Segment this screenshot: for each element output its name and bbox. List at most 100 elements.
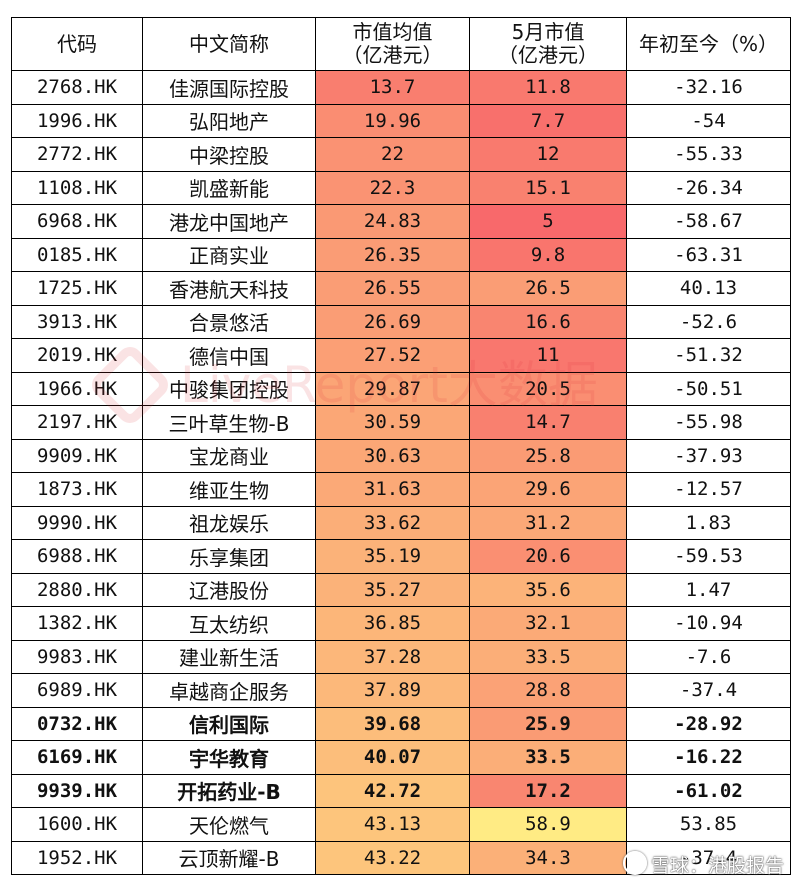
table-row: 6988.HK 乐享集团 35.19 20.6 -59.53 [11,539,791,574]
code-cell: 1108.HK [11,170,143,205]
avg-cap-cell: 30.59 [315,405,470,440]
code-cell: 1996.HK [11,103,143,138]
code-cell: 6968.HK [11,204,143,239]
header-avg-cap-line2: （亿港元） [342,43,443,67]
market-cap-table: 代码 中文简称 市值均值 （亿港元） 5月市值 （亿港元） 年初至今（%） 27… [11,17,791,875]
source-credit-text: 雪球：港股报告 [650,855,784,877]
table-row: 0185.HK 正商实业 26.35 9.8 -63.31 [11,237,791,272]
table-row: 1108.HK 凯盛新能 22.3 15.1 -26.34 [11,170,791,205]
ytd-cell: -37.4 [626,673,791,708]
table-row: 1966.HK 中骏集团控股 29.87 20.5 -50.51 [11,371,791,406]
avg-cap-cell: 19.96 [315,103,470,138]
table-row: 1952.HK 云顶新耀-B 43.22 34.3 -37.4 [11,840,791,875]
ytd-cell: -7.6 [626,639,791,674]
code-cell: 0732.HK [11,706,143,741]
may-cap-cell: 35.6 [469,572,627,607]
name-cell: 德信中国 [142,338,316,373]
code-cell: 2772.HK [11,137,143,172]
avg-cap-cell: 40.07 [315,740,470,775]
avg-cap-cell: 37.89 [315,673,470,708]
name-cell: 香港航天科技 [142,271,316,306]
table-body: 2768.HK 佳源国际控股 13.7 11.8 -32.16 1996.HK 弘阳地产 19… [11,70,791,875]
may-cap-cell: 58.9 [469,807,627,842]
avg-cap-cell: 37.28 [315,639,470,674]
code-cell: 2019.HK [11,338,143,373]
code-cell: 1873.HK [11,472,143,507]
ytd-cell: -12.57 [626,472,791,507]
ytd-cell: -61.02 [626,773,791,808]
header-may-cap-line2: （亿港元） [498,43,598,67]
table-row: 2772.HK 中梁控股 22 12 -55.33 [11,137,791,172]
may-cap-cell: 33.5 [469,639,627,674]
code-cell: 0185.HK [11,237,143,272]
ytd-cell: -26.34 [626,170,791,205]
ytd-cell: -58.67 [626,204,791,239]
code-cell: 9909.HK [11,438,143,473]
name-cell: 中骏集团控股 [142,371,316,406]
may-cap-cell: 16.6 [469,304,627,339]
data-table-container: 代码 中文简称 市值均值 （亿港元） 5月市值 （亿港元） 年初至今（%） 27… [11,17,791,875]
avg-cap-cell: 36.85 [315,606,470,641]
table-row: 1873.HK 维亚生物 31.63 29.6 -12.57 [11,472,791,507]
header-may-cap-line1: 5月市值 [511,20,585,44]
may-cap-cell: 29.6 [469,472,627,507]
may-cap-cell: 11.8 [469,70,627,105]
avg-cap-cell: 22.3 [315,170,470,205]
ytd-cell: -16.22 [626,740,791,775]
avg-cap-cell: 24.83 [315,204,470,239]
name-cell: 中梁控股 [142,137,316,172]
may-cap-cell: 32.1 [469,606,627,641]
name-cell: 正商实业 [142,237,316,272]
header-avg-cap-line1: 市值均值 [352,20,433,44]
avg-cap-cell: 27.52 [315,338,470,373]
avg-cap-cell: 43.13 [315,807,470,842]
code-cell: 9990.HK [11,505,143,540]
name-cell: 互太纺织 [142,606,316,641]
may-cap-cell: 17.2 [469,773,627,808]
header-code: 代码 [11,17,143,71]
header-ytd: 年初至今（%） [626,17,791,71]
ytd-cell: -51.32 [626,338,791,373]
table-row: 2197.HK 三叶草生物-B 30.59 14.7 -55.98 [11,405,791,440]
avg-cap-cell: 31.63 [315,472,470,507]
may-cap-cell: 15.1 [469,170,627,205]
xueqiu-logo-icon [622,851,647,875]
ytd-cell: 40.13 [626,271,791,306]
table-row: 6968.HK 港龙中国地产 24.83 5 -58.67 [11,204,791,239]
name-cell: 三叶草生物-B [142,405,316,440]
table-row: 3913.HK 合景悠活 26.69 16.6 -52.6 [11,304,791,339]
table-row: 2019.HK 德信中国 27.52 11 -51.32 [11,338,791,373]
name-cell: 信利国际 [142,706,316,741]
table-row: 1600.HK 天伦燃气 43.13 58.9 53.85 [11,807,791,842]
table-row: 1382.HK 互太纺织 36.85 32.1 -10.94 [11,606,791,641]
code-cell: 1600.HK [11,807,143,842]
may-cap-cell: 26.5 [469,271,627,306]
name-cell: 弘阳地产 [142,103,316,138]
table-row: 6989.HK 卓越商企服务 37.89 28.8 -37.4 [11,673,791,708]
table-row: 9909.HK 宝龙商业 30.63 25.8 -37.93 [11,438,791,473]
ytd-cell: -50.51 [626,371,791,406]
avg-cap-cell: 35.19 [315,539,470,574]
avg-cap-cell: 26.35 [315,237,470,272]
code-cell: 6169.HK [11,740,143,775]
table-row: 2880.HK 辽港股份 35.27 35.6 1.47 [11,572,791,607]
may-cap-cell: 28.8 [469,673,627,708]
ytd-cell: -52.6 [626,304,791,339]
code-cell: 1952.HK [11,840,143,875]
header-name: 中文简称 [142,17,316,71]
code-cell: 6988.HK [11,539,143,574]
may-cap-cell: 25.8 [469,438,627,473]
ytd-cell: -55.98 [626,405,791,440]
ytd-cell: -32.16 [626,70,791,105]
code-cell: 1382.HK [11,606,143,641]
avg-cap-cell: 26.55 [315,271,470,306]
ytd-cell: -10.94 [626,606,791,641]
may-cap-cell: 5 [469,204,627,239]
source-credit: 雪球：港股报告 [622,851,784,878]
avg-cap-cell: 13.7 [315,70,470,105]
header-row: 代码 中文简称 市值均值 （亿港元） 5月市值 （亿港元） 年初至今（%） [11,17,791,71]
may-cap-cell: 11 [469,338,627,373]
name-cell: 辽港股份 [142,572,316,607]
avg-cap-cell: 26.69 [315,304,470,339]
code-cell: 6989.HK [11,673,143,708]
